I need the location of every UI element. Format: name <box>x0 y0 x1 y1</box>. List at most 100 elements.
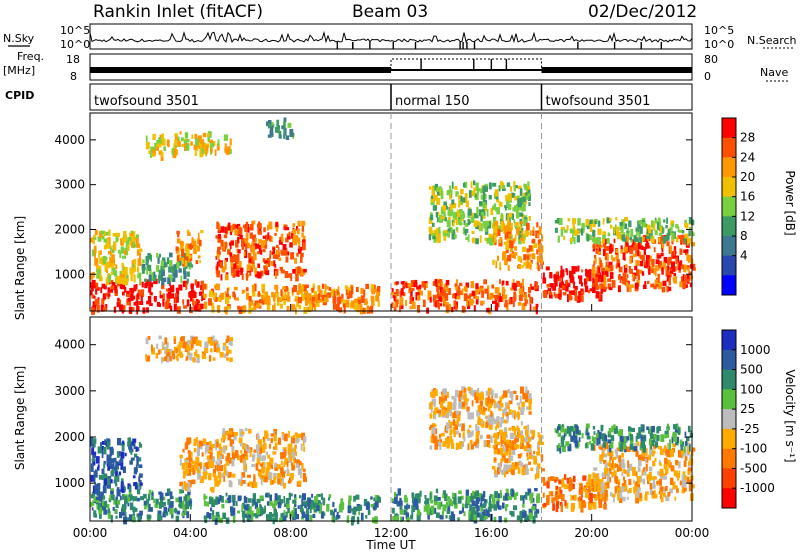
range-cell <box>217 236 222 243</box>
range-cell <box>92 284 96 289</box>
range-cell <box>475 297 479 305</box>
range-cell <box>242 289 246 294</box>
range-cell <box>282 434 286 440</box>
range-cell <box>221 495 224 503</box>
range-cell <box>631 427 635 433</box>
range-cell <box>182 257 184 265</box>
range-cell <box>376 286 381 292</box>
range-cell <box>219 351 224 358</box>
range-cell <box>518 406 521 411</box>
range-cell <box>162 496 166 501</box>
range-cell <box>504 420 508 424</box>
range-cell <box>212 510 215 517</box>
range-cell <box>646 235 651 239</box>
range-cell <box>249 299 254 306</box>
range-cell <box>146 355 151 362</box>
range-cell <box>153 296 157 302</box>
range-cell <box>664 263 666 269</box>
range-cell <box>580 282 583 287</box>
range-cell <box>521 401 525 408</box>
range-cell <box>474 194 477 198</box>
range-cell <box>297 468 302 475</box>
range-cell <box>404 494 407 500</box>
range-cell <box>177 232 180 238</box>
range-cell <box>193 247 197 254</box>
range-cell <box>193 144 197 150</box>
range-cell <box>685 440 688 447</box>
range-cell <box>609 441 614 448</box>
range-cell <box>194 441 197 446</box>
range-cell <box>475 397 479 404</box>
range-cell <box>127 244 130 251</box>
range-cell <box>224 306 227 313</box>
scatter-region <box>145 131 232 161</box>
range-cell <box>559 489 563 496</box>
range-cell <box>495 444 498 450</box>
range-cell <box>455 410 460 415</box>
range-cell <box>200 139 204 145</box>
range-cell <box>162 259 166 268</box>
range-cell <box>510 488 514 497</box>
range-cell <box>424 495 427 499</box>
range-cell <box>252 493 256 500</box>
range-cell <box>558 486 562 492</box>
range-cell <box>274 514 278 522</box>
range-cell <box>411 297 414 302</box>
range-cell <box>537 470 540 475</box>
range-cell <box>200 280 204 287</box>
range-cell <box>266 305 271 311</box>
range-cell <box>199 440 204 447</box>
range-cell <box>476 296 479 300</box>
range-cell <box>487 510 490 518</box>
range-cell <box>487 221 491 229</box>
range-cell <box>490 389 494 396</box>
range-cell <box>185 250 190 256</box>
range-cell <box>493 216 497 223</box>
range-cell <box>133 259 137 265</box>
range-cell <box>579 276 583 285</box>
colorbar-swatch <box>722 448 736 469</box>
range-cell <box>510 489 512 495</box>
range-cell <box>598 431 602 440</box>
range-cell <box>505 194 510 202</box>
range-cell <box>606 475 610 482</box>
range-cell <box>570 290 575 295</box>
range-cell <box>480 409 482 415</box>
range-cell <box>560 226 565 230</box>
range-cell <box>205 462 210 470</box>
range-cell <box>470 181 473 189</box>
range-cell <box>504 427 507 432</box>
range-cell <box>445 501 449 508</box>
range-cell <box>318 298 323 303</box>
range-cell <box>277 495 281 501</box>
range-cell <box>263 227 266 233</box>
range-cell <box>517 281 521 287</box>
range-cell <box>93 245 97 254</box>
range-cell <box>150 153 152 158</box>
range-cell <box>132 496 135 502</box>
range-cell <box>204 348 209 354</box>
range-cell <box>507 203 512 211</box>
range-cell <box>284 128 287 136</box>
range-cell <box>564 500 567 506</box>
range-cell <box>159 295 163 299</box>
range-cell <box>506 464 511 468</box>
range-cell <box>115 232 120 237</box>
range-cell <box>411 492 415 498</box>
range-cell <box>119 273 122 282</box>
range-cell <box>485 421 489 428</box>
range-cell <box>244 467 248 473</box>
range-cell <box>682 281 686 289</box>
range-cell <box>578 291 583 296</box>
range-cell <box>604 270 609 277</box>
range-cell <box>524 468 529 475</box>
colorbar-tick-label: -500 <box>740 461 767 475</box>
range-cell <box>567 282 571 288</box>
range-cell <box>226 452 231 459</box>
range-cell <box>171 148 174 156</box>
range-cell <box>641 246 645 250</box>
range-cell <box>103 285 107 290</box>
time-xlabel: Time UT <box>365 538 416 552</box>
range-cell <box>264 260 269 264</box>
range-cell <box>632 479 635 484</box>
